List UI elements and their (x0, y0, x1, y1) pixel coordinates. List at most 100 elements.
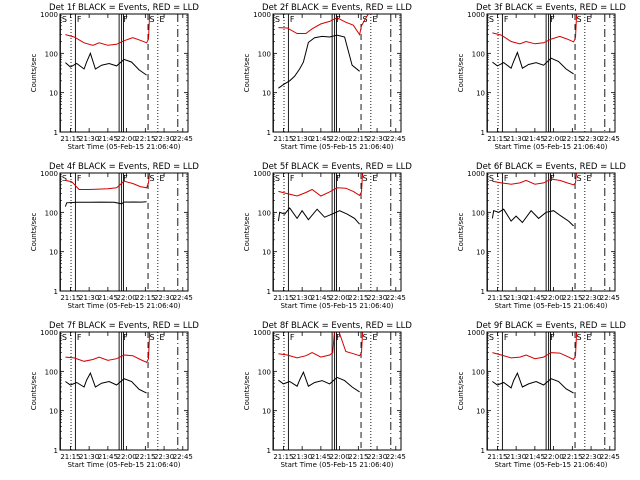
y-tick-label: 10 (476, 249, 485, 257)
y-tick-label: 1 (267, 129, 271, 137)
x-tick-label: 22:15 (135, 453, 155, 461)
event-marker-label: E (586, 333, 591, 342)
x-tick-label: 22:30 (367, 453, 387, 461)
x-tick-label: 22:15 (562, 453, 582, 461)
x-tick-label: 22:30 (154, 135, 174, 143)
event-marker-label: E (372, 174, 377, 183)
plot-frame (486, 331, 616, 451)
y-tick-label: 10 (49, 408, 58, 416)
y-tick-label: 10 (476, 90, 485, 98)
events-series-line (64, 201, 147, 207)
x-tick-label: 21:45 (311, 294, 331, 302)
event-marker-label: S (489, 333, 494, 342)
x-tick-label: 21:45 (311, 135, 331, 143)
event-marker-label: E (159, 15, 164, 24)
event-marker-label: S (275, 15, 280, 24)
event-marker-label: S (577, 333, 582, 342)
x-axis-label: Start Time (05-Feb-15 21:06:40) (494, 143, 607, 151)
x-tick-label: 22:45 (173, 294, 193, 302)
y-axis-label: Counts/sec (30, 54, 38, 93)
lld-series-line (278, 332, 364, 359)
y-axis-label: Counts/sec (243, 213, 251, 252)
y-tick-label: 100 (258, 50, 271, 58)
event-marker-label: F (336, 174, 341, 183)
y-axis-label: Counts/sec (30, 372, 38, 411)
x-tick-label: 21:45 (311, 453, 331, 461)
x-tick-label: 22:30 (581, 453, 601, 461)
y-tick-label: 1 (54, 447, 58, 455)
x-tick-label: 22:15 (348, 294, 368, 302)
events-series-line (277, 207, 360, 225)
y-tick-label: 100 (472, 50, 485, 58)
event-marker-label: F (550, 174, 555, 183)
x-tick-label: 21:30 (79, 294, 99, 302)
plot-frame (486, 13, 616, 133)
panel-title: Det 6f BLACK = Events, RED = LLD (476, 162, 626, 172)
x-tick-label: 22:15 (135, 294, 155, 302)
x-axis-label: Start Time (05-Feb-15 21:06:40) (280, 302, 393, 310)
x-tick-label: 21:15 (273, 294, 293, 302)
event-marker-label: S (275, 333, 280, 342)
x-axis-label: Start Time (05-Feb-15 21:06:40) (280, 461, 393, 469)
lld-series-line (65, 332, 151, 363)
x-tick-label: 21:45 (98, 453, 118, 461)
x-tick-label: 21:15 (487, 453, 507, 461)
lld-series-line (492, 14, 578, 45)
plot-frame (59, 13, 189, 133)
y-tick-label: 1 (54, 288, 58, 296)
x-tick-label: 21:45 (98, 294, 118, 302)
x-tick-label: 21:45 (525, 294, 545, 302)
x-tick-label: 21:30 (292, 294, 312, 302)
x-tick-label: 21:45 (525, 135, 545, 143)
y-tick-label: 1000 (40, 170, 58, 178)
x-axis-label: Start Time (05-Feb-15 21:06:40) (494, 302, 607, 310)
y-tick-label: 1000 (253, 329, 271, 337)
x-tick-label: 22:45 (173, 453, 193, 461)
event-marker-label: E (372, 15, 377, 24)
detector-panel: Det 8f BLACK = Events, RED = LLD Counts/s… (243, 321, 412, 469)
event-marker-label: S (62, 333, 67, 342)
x-tick-label: 21:30 (292, 453, 312, 461)
event-marker-label: F (504, 15, 509, 24)
y-tick-label: 10 (262, 90, 271, 98)
lld-series-line (65, 14, 151, 46)
event-marker-label: F (504, 174, 509, 183)
x-tick-label: 21:30 (506, 453, 526, 461)
y-tick-label: 1 (481, 447, 485, 455)
x-tick-label: 22:00 (117, 135, 137, 143)
events-series-line (278, 34, 360, 89)
y-tick-label: 1000 (40, 329, 58, 337)
x-axis-label: Start Time (05-Feb-15 21:06:40) (494, 461, 607, 469)
y-tick-label: 1000 (467, 11, 485, 19)
x-tick-label: 21:30 (292, 135, 312, 143)
x-tick-label: 21:15 (60, 453, 80, 461)
x-tick-label: 22:15 (562, 135, 582, 143)
x-tick-label: 22:30 (367, 294, 387, 302)
panel-title: Det 5f BLACK = Events, RED = LLD (262, 162, 412, 172)
y-tick-label: 100 (258, 368, 271, 376)
y-axis-label: Counts/sec (457, 213, 465, 252)
event-marker-label: F (77, 174, 82, 183)
y-axis-label: Counts/sec (243, 372, 251, 411)
x-tick-label: 22:45 (386, 135, 406, 143)
plot-frame (272, 172, 402, 292)
event-marker-label: F (290, 333, 295, 342)
y-tick-label: 100 (472, 209, 485, 217)
panel-title: Det 1f BLACK = Events, RED = LLD (49, 3, 199, 13)
x-tick-label: 22:00 (330, 453, 350, 461)
y-tick-label: 10 (49, 249, 58, 257)
event-marker-label: F (77, 15, 82, 24)
y-tick-label: 100 (45, 209, 58, 217)
detector-panel: Det 6f BLACK = Events, RED = LLD Counts/s… (457, 162, 626, 310)
y-tick-label: 1000 (40, 11, 58, 19)
events-series-line (492, 371, 574, 394)
events-series-line (65, 371, 147, 394)
event-marker-label: F (290, 174, 295, 183)
event-marker-label: F (123, 174, 128, 183)
plot-frame (272, 331, 402, 451)
event-marker-label: F (123, 333, 128, 342)
plot-frame (272, 13, 402, 133)
event-marker-label: E (586, 15, 591, 24)
x-tick-label: 22:15 (562, 294, 582, 302)
event-marker-label: S (62, 15, 67, 24)
